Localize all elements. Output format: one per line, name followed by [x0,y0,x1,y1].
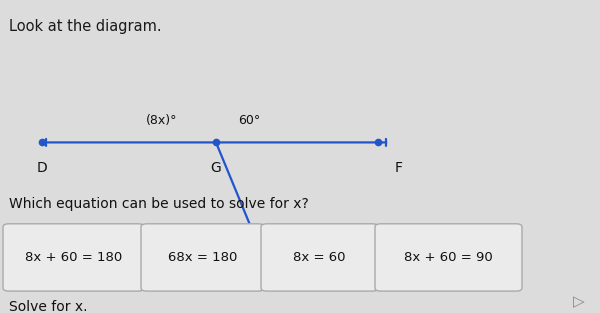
Text: F: F [395,161,403,175]
FancyBboxPatch shape [375,224,522,291]
Text: Solve for x.: Solve for x. [9,300,88,313]
FancyBboxPatch shape [261,224,378,291]
Text: Look at the diagram.: Look at the diagram. [9,19,161,34]
Text: D: D [37,161,47,175]
Text: 60°: 60° [238,114,260,127]
Text: (8x)°: (8x)° [146,114,178,127]
FancyBboxPatch shape [3,224,144,291]
Text: ▷: ▷ [573,294,585,309]
Text: 8x = 60: 8x = 60 [293,251,346,264]
Text: E: E [287,261,295,275]
Text: Which equation can be used to solve for x?: Which equation can be used to solve for … [9,197,309,211]
Text: 68x = 180: 68x = 180 [168,251,237,264]
Text: G: G [211,161,221,175]
Text: 8x + 60 = 180: 8x + 60 = 180 [25,251,122,264]
FancyBboxPatch shape [141,224,264,291]
Text: 8x + 60 = 90: 8x + 60 = 90 [404,251,493,264]
